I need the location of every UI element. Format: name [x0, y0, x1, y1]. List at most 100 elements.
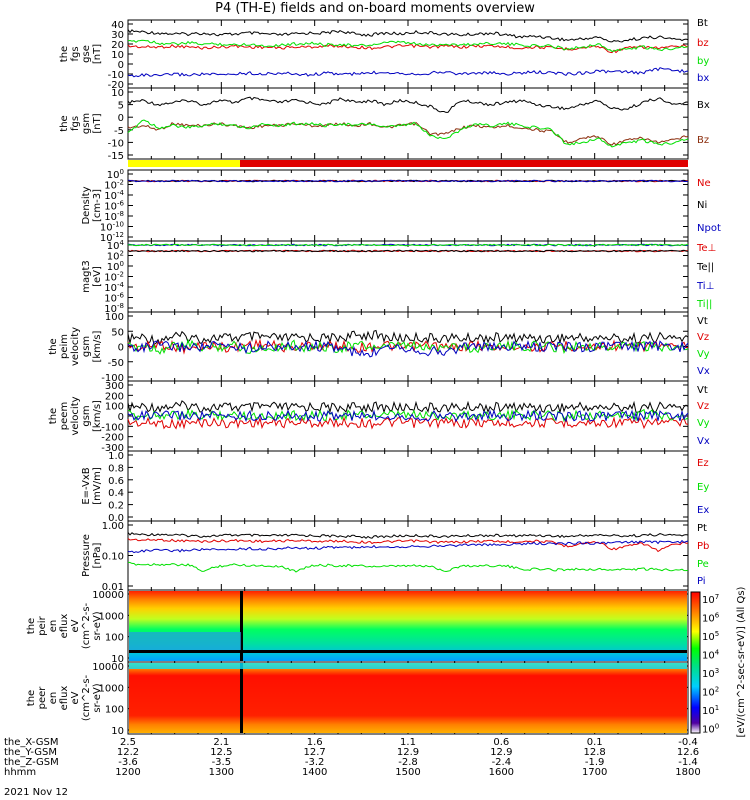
panel-2-ytick: -10 [108, 138, 124, 149]
panel-1-ytick: -20 [108, 80, 124, 91]
panel-7-ytick: 1.0 [108, 451, 124, 462]
colorbar-tick: 106 [702, 612, 720, 625]
series-line-Pe [127, 561, 689, 573]
panel-5-ytick: 50 [111, 327, 124, 338]
panel-1-ytick: 40 [111, 20, 124, 31]
panel-frame-7 [127, 450, 689, 522]
panel-10-ylabel: peer [37, 686, 48, 710]
panel-1-ytick: 20 [111, 40, 124, 51]
legend-Vz: Vz [697, 332, 709, 343]
colorbar-tick: 101 [702, 704, 719, 717]
top-band [129, 663, 687, 669]
xaxis-value: 1200 [115, 767, 140, 778]
legend-Te||: Te|| [696, 262, 714, 273]
colorbar-tick: 102 [702, 686, 719, 699]
series-line-Vy [127, 408, 689, 423]
panel-2-ytick: 10 [111, 88, 124, 99]
panel-2-ylabel: fgs [70, 116, 81, 131]
panel-4-ytick: 10-4 [104, 281, 124, 294]
xaxis-value: 2.5 [120, 737, 136, 748]
plot-title: P4 (TH-E) fields and on-board moments ov… [215, 1, 535, 16]
panel-frame-6 [127, 380, 689, 452]
panel-9-ylabel: eflux [59, 614, 70, 639]
panel-4-ylabel: magt3 [81, 260, 92, 293]
legend-Vz: Vz [697, 401, 709, 412]
panel-10-ylabel: (cm^2-s- [81, 674, 92, 721]
panel-3-ylabel: [cm-3] [92, 189, 103, 222]
panel-3-ytick: 10-8 [104, 210, 124, 223]
panel-6-ytick: 300 [105, 381, 124, 392]
panel-9-ylabel: (cm^2-s- [81, 602, 92, 649]
legend-Npot: Npot [697, 223, 721, 234]
panel-10-ylabel: sr-eV) [92, 683, 103, 712]
colorbar-tick: 103 [702, 667, 719, 680]
panel-10-ylabel: eflux [59, 686, 70, 711]
series-line-Pi [127, 539, 689, 554]
legend-Ey: Ey [697, 482, 709, 493]
panel-6-ylabel: velocity [70, 396, 81, 435]
panel-8-ytick: 0.10 [102, 552, 124, 563]
panel-3-ytick: 10-4 [104, 189, 124, 202]
panel-5-ytick: -50 [108, 358, 124, 369]
xaxis-value: 0.6 [493, 737, 509, 748]
series-line-Vx [127, 409, 689, 423]
series-line-By [127, 119, 689, 148]
legend-Vt: Vt [697, 316, 708, 327]
panel-7-ytick: 0.6 [108, 476, 124, 487]
panel-9-ytick: 10 [111, 654, 124, 665]
legend-Pb: Pb [697, 541, 709, 552]
xaxis-value: -3.6 [118, 757, 138, 768]
xaxis-value: 1300 [209, 767, 234, 778]
series-line-Te|| [127, 249, 689, 253]
panel-3-ytick: 100 [107, 168, 124, 181]
xaxis-value: 12.9 [490, 747, 512, 758]
panel-6-ytick: -100 [101, 422, 124, 433]
series-line-Pt [127, 532, 689, 539]
legend-Bx: Bx [697, 100, 710, 111]
series-line-Bt [127, 29, 689, 43]
panel-1-ytick: 30 [111, 30, 124, 41]
xaxis-value: -2.8 [398, 757, 418, 768]
colorbar [690, 591, 701, 734]
panel-1-ytick: -10 [108, 70, 124, 81]
date-label: 2021 Nov 12 [4, 787, 68, 798]
xaxis-value: 1.6 [307, 737, 323, 748]
panel-6-ytick: 100 [105, 402, 124, 413]
panel-9-ylabel: sr-eV) [92, 611, 103, 640]
xaxis-value: -2.4 [492, 757, 512, 768]
panel-3-ytick: 10-6 [104, 200, 124, 213]
panel-10-ytick: 10000 [92, 662, 124, 673]
xaxis-value: 2.1 [213, 737, 229, 748]
data-gap-stripe [240, 591, 243, 661]
xaxis-value: 12.9 [397, 747, 419, 758]
panel-5-ylabel: [km/s] [92, 330, 103, 362]
panel-1-ylabel: fgs [70, 46, 81, 61]
series-line-bx [127, 67, 689, 78]
series-line-Bx [127, 96, 689, 113]
panel-4-ylabel: [eV] [92, 266, 103, 287]
legend-Pi: Pi [697, 576, 706, 587]
legend-Vt: Vt [697, 385, 708, 396]
panel-9-ytick: 1000 [99, 611, 124, 622]
series-line-Vy [127, 338, 689, 355]
legend-Pe: Pe [697, 559, 709, 570]
xaxis-value: 1700 [582, 767, 607, 778]
xaxis-value: -0.4 [678, 737, 698, 748]
xaxis-value: 12.5 [210, 747, 232, 758]
panel-6-ylabel: gsm [81, 405, 92, 426]
xaxis-value: 12.7 [304, 747, 326, 758]
panel-4-ytick: 102 [107, 250, 124, 263]
noise-block [129, 632, 241, 650]
xaxis-value: 12.6 [677, 747, 699, 758]
colorbar-tick: 104 [702, 649, 720, 662]
xaxis-value: -3.5 [212, 757, 232, 768]
xaxis-value: 1600 [489, 767, 514, 778]
legend-by: by [697, 56, 709, 67]
legend-Ez: Ez [697, 458, 709, 469]
panel-9-ylabel: peir [37, 615, 48, 635]
panel-frame-1 [127, 19, 689, 89]
orbit-bar-red [240, 160, 688, 167]
series-line-Npot [127, 179, 689, 183]
xaxis-value: 12.2 [117, 747, 139, 758]
